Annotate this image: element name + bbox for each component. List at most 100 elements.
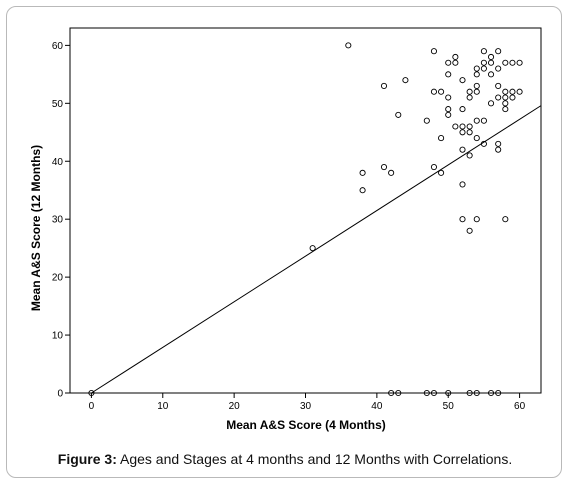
data-point [438, 135, 445, 142]
data-point [459, 146, 466, 153]
data-point [309, 245, 316, 252]
data-point [423, 117, 430, 124]
data-point [423, 389, 430, 397]
data-point [459, 123, 466, 130]
data-point [380, 82, 388, 89]
data-point [430, 389, 438, 397]
data-point [509, 88, 516, 95]
data-point [88, 389, 95, 397]
regression-line [91, 105, 542, 394]
y-tick-label: 40 [52, 157, 64, 168]
data-point [502, 88, 509, 95]
data-point [466, 123, 473, 130]
data-point [495, 82, 502, 89]
data-point [466, 389, 473, 397]
data-point [487, 389, 495, 397]
data-point [445, 94, 452, 101]
data-point [480, 65, 487, 72]
data-point [388, 169, 395, 176]
x-tick-label: 0 [89, 401, 95, 412]
data-point [445, 59, 452, 66]
data-point [395, 389, 402, 397]
data-point [473, 216, 480, 223]
x-tick-label: 30 [300, 401, 312, 412]
data-point [466, 227, 473, 234]
data-point [495, 146, 502, 153]
data-point [495, 48, 502, 55]
y-tick-label: 60 [52, 41, 64, 52]
data-point [480, 117, 487, 124]
data-point [495, 94, 502, 101]
data-point [359, 187, 366, 194]
plot-area-border [69, 27, 542, 394]
data-point [345, 42, 352, 49]
figure-frame [6, 6, 562, 478]
x-tick-label: 60 [514, 401, 526, 412]
data-point [466, 88, 473, 95]
data-point [502, 100, 509, 107]
data-point [473, 88, 480, 95]
data-point [502, 106, 509, 113]
figure-number: Figure 3: [57, 451, 117, 467]
data-point [452, 59, 459, 66]
data-point [487, 100, 495, 107]
data-point [502, 94, 509, 101]
data-point [480, 59, 487, 66]
data-point [445, 106, 452, 113]
data-point [473, 135, 480, 142]
data-point [459, 129, 466, 136]
data-point [430, 163, 438, 171]
data-point [495, 389, 502, 397]
data-point [495, 65, 502, 72]
data-point [487, 71, 495, 78]
figure-caption: Figure 3: Ages and Stages at 4 months an… [0, 451, 570, 467]
x-tick-label: 20 [229, 401, 241, 412]
x-tick-label: 10 [157, 401, 169, 412]
data-point [445, 111, 452, 118]
y-axis-label: Mean A&S Score (12 Months) [29, 145, 43, 311]
data-point [473, 389, 480, 397]
y-tick-label: 20 [52, 273, 64, 284]
data-point [445, 71, 452, 78]
data-point [430, 88, 438, 95]
data-point [452, 123, 459, 130]
data-point [380, 163, 388, 171]
ticks: 0 10 20 30 40 50 60 0 10 20 30 40 50 60 [52, 41, 526, 412]
data-point [452, 53, 459, 61]
x-axis-label: Mean A&S Score (4 Months) [226, 418, 386, 432]
data-point [459, 216, 466, 223]
data-point [480, 140, 487, 147]
data-point [466, 129, 473, 136]
data-point [388, 389, 395, 397]
data-point [509, 94, 516, 101]
data-point [359, 169, 366, 176]
data-point [473, 71, 480, 78]
data-point [445, 389, 452, 397]
y-tick-label: 0 [57, 389, 63, 400]
data-point [516, 88, 523, 95]
y-tick-label: 50 [52, 99, 64, 110]
data-point [459, 106, 466, 113]
data-point [466, 94, 473, 101]
data-point [487, 53, 495, 61]
data-point [395, 111, 402, 118]
data-point [487, 59, 495, 66]
scatter-chart: 0 10 20 30 40 50 60 0 10 20 30 40 50 60 Mean A&S Scor… [29, 27, 542, 432]
data-point [473, 117, 480, 124]
x-tick-label: 40 [371, 401, 383, 412]
data-point [402, 77, 409, 84]
data-point [516, 59, 523, 66]
data-point [473, 82, 480, 89]
data-point [466, 152, 473, 159]
data-point [480, 48, 487, 55]
data-points [88, 42, 523, 397]
axes [69, 27, 542, 394]
data-point [459, 181, 466, 188]
data-point [438, 88, 445, 95]
x-tick-label: 50 [443, 401, 455, 412]
data-point [509, 59, 516, 66]
data-point [502, 59, 509, 66]
y-tick-label: 30 [52, 215, 64, 226]
data-point [459, 77, 466, 84]
data-point [430, 48, 438, 55]
